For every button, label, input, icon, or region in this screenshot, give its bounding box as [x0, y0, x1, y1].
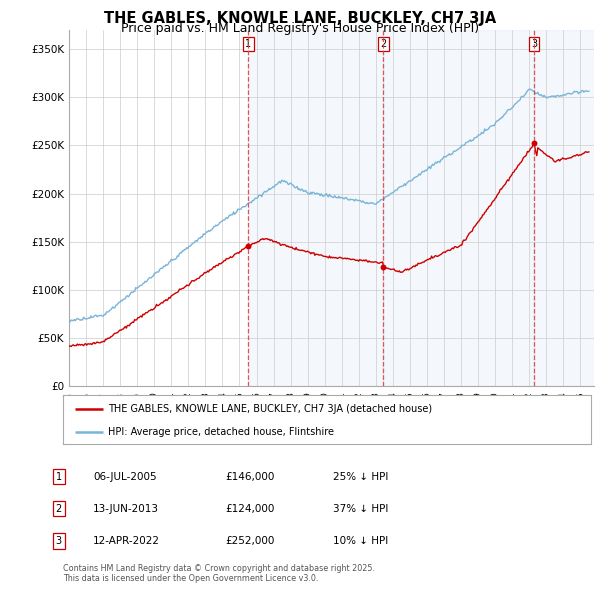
Text: 3: 3 [56, 536, 62, 546]
Text: 13-JUN-2013: 13-JUN-2013 [93, 504, 159, 513]
Text: 10% ↓ HPI: 10% ↓ HPI [333, 536, 388, 546]
Text: 1: 1 [56, 472, 62, 481]
Point [379, 262, 388, 271]
Text: £146,000: £146,000 [225, 472, 274, 481]
Text: Price paid vs. HM Land Registry's House Price Index (HPI): Price paid vs. HM Land Registry's House … [121, 22, 479, 35]
Bar [248, 30, 383, 386]
Point [529, 139, 539, 148]
Text: 2: 2 [56, 504, 62, 513]
Text: 1: 1 [245, 39, 251, 49]
Text: 37% ↓ HPI: 37% ↓ HPI [333, 504, 388, 513]
Text: 12-APR-2022: 12-APR-2022 [93, 536, 160, 546]
Text: THE GABLES, KNOWLE LANE, BUCKLEY, CH7 3JA: THE GABLES, KNOWLE LANE, BUCKLEY, CH7 3J… [104, 11, 496, 25]
Text: 06-JUL-2005: 06-JUL-2005 [93, 472, 157, 481]
Text: THE GABLES, KNOWLE LANE, BUCKLEY, CH7 3JA (detached house): THE GABLES, KNOWLE LANE, BUCKLEY, CH7 3J… [108, 404, 432, 414]
Point [244, 241, 253, 250]
Text: Contains HM Land Registry data © Crown copyright and database right 2025.
This d: Contains HM Land Registry data © Crown c… [63, 563, 375, 583]
Text: £252,000: £252,000 [225, 536, 274, 546]
Text: 25% ↓ HPI: 25% ↓ HPI [333, 472, 388, 481]
Bar [383, 30, 534, 386]
Text: 2: 2 [380, 39, 386, 49]
Text: 3: 3 [531, 39, 537, 49]
Text: HPI: Average price, detached house, Flintshire: HPI: Average price, detached house, Flin… [108, 427, 334, 437]
Bar [534, 30, 594, 386]
Text: £124,000: £124,000 [225, 504, 274, 513]
